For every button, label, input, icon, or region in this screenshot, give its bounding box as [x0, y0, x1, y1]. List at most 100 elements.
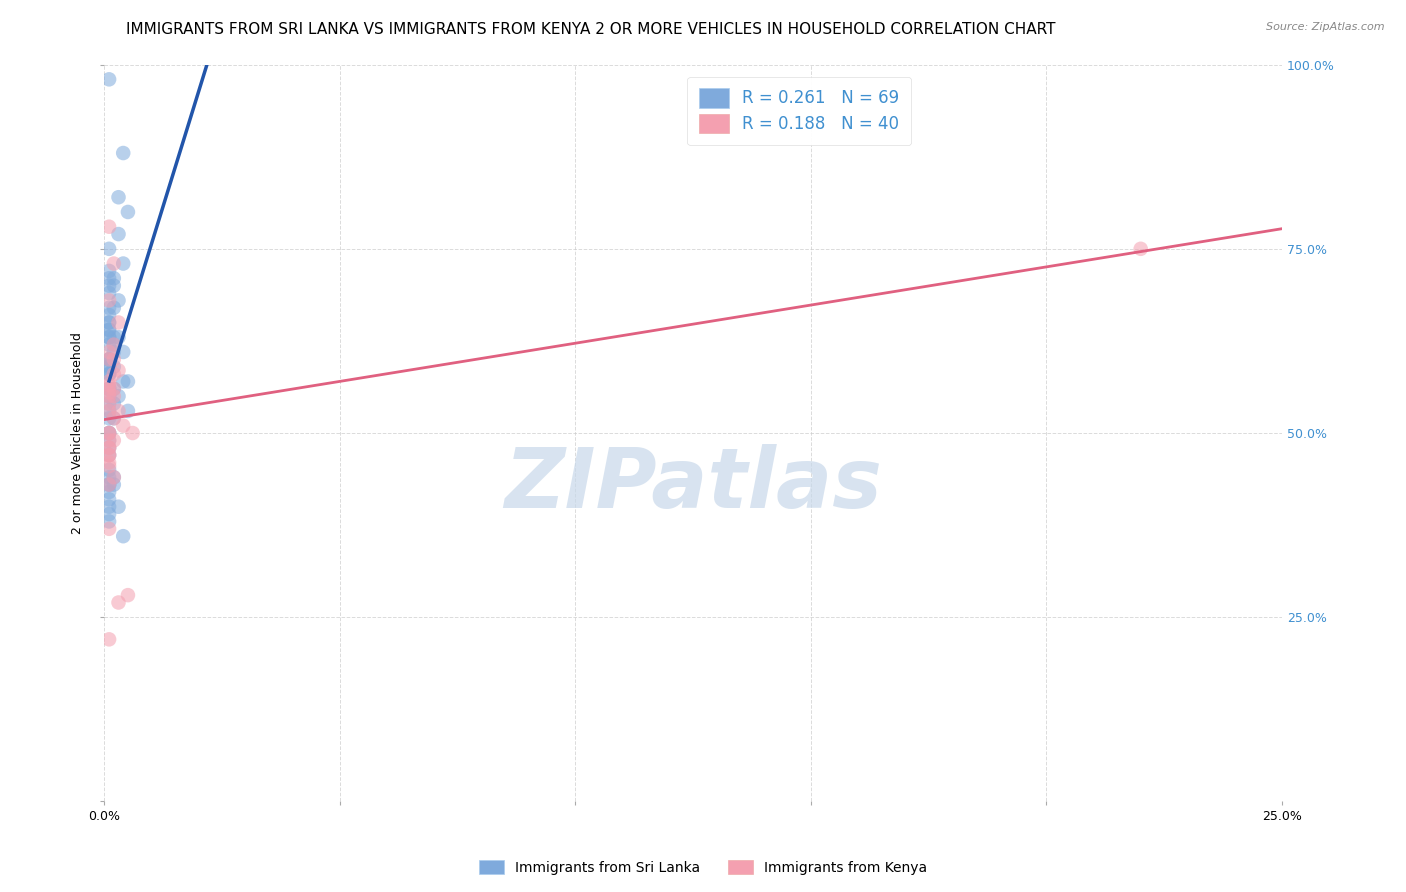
Point	[98, 396, 121, 410]
Point	[103, 337, 125, 351]
Point	[98, 425, 121, 440]
Point	[103, 434, 125, 448]
Point	[98, 330, 121, 344]
Point	[98, 301, 121, 315]
Point	[98, 477, 121, 491]
Point	[103, 382, 125, 396]
Point	[98, 448, 121, 462]
Text: Source: ZipAtlas.com: Source: ZipAtlas.com	[1267, 22, 1385, 32]
Point	[103, 345, 125, 359]
Point	[98, 271, 121, 285]
Point	[107, 190, 129, 204]
Point	[98, 382, 121, 396]
Point	[112, 529, 135, 543]
Point	[98, 367, 121, 381]
Point	[103, 470, 125, 484]
Point	[103, 470, 125, 484]
Point	[98, 389, 121, 403]
Point	[107, 330, 129, 344]
Point	[103, 477, 125, 491]
Point	[103, 359, 125, 374]
Point	[98, 382, 121, 396]
Point	[98, 522, 121, 536]
Y-axis label: 2 or more Vehicles in Household: 2 or more Vehicles in Household	[72, 332, 84, 534]
Point	[98, 434, 121, 448]
Point	[98, 492, 121, 507]
Text: IMMIGRANTS FROM SRI LANKA VS IMMIGRANTS FROM KENYA 2 OR MORE VEHICLES IN HOUSEHO: IMMIGRANTS FROM SRI LANKA VS IMMIGRANTS …	[125, 22, 1056, 37]
Point	[98, 345, 121, 359]
Point	[98, 367, 121, 381]
Point	[98, 477, 121, 491]
Point	[107, 595, 129, 609]
Point	[98, 359, 121, 374]
Point	[98, 378, 121, 392]
Point	[98, 385, 121, 400]
Point	[98, 485, 121, 500]
Point	[98, 389, 121, 403]
Point	[107, 363, 129, 377]
Point	[107, 404, 129, 418]
Point	[112, 146, 135, 161]
Point	[98, 459, 121, 474]
Point	[98, 411, 121, 425]
Point	[98, 308, 121, 322]
Point	[98, 242, 121, 256]
Point	[103, 337, 125, 351]
Point	[98, 352, 121, 367]
Point	[98, 72, 121, 87]
Point	[103, 382, 125, 396]
Point	[98, 455, 121, 469]
Point	[98, 219, 121, 234]
Point	[98, 434, 121, 448]
Point	[98, 330, 121, 344]
Point	[117, 205, 139, 219]
Point	[98, 359, 121, 374]
Point	[103, 411, 125, 425]
Point	[98, 404, 121, 418]
Point	[103, 330, 125, 344]
Point	[98, 477, 121, 491]
Point	[103, 411, 125, 425]
Point	[98, 404, 121, 418]
Point	[98, 352, 121, 367]
Point	[98, 264, 121, 278]
Point	[1129, 242, 1152, 256]
Point	[98, 507, 121, 521]
Point	[98, 375, 121, 389]
Point	[107, 293, 129, 308]
Point	[98, 500, 121, 514]
Point	[98, 367, 121, 381]
Point	[121, 425, 143, 440]
Point	[107, 500, 129, 514]
Point	[98, 316, 121, 330]
Point	[98, 382, 121, 396]
Text: ZIPatlas: ZIPatlas	[505, 444, 882, 525]
Point	[98, 441, 121, 455]
Point	[103, 256, 125, 270]
Point	[103, 301, 125, 315]
Point	[98, 470, 121, 484]
Point	[98, 425, 121, 440]
Point	[98, 293, 121, 308]
Point	[112, 375, 135, 389]
Point	[117, 588, 139, 602]
Legend: R = 0.261   N = 69, R = 0.188   N = 40: R = 0.261 N = 69, R = 0.188 N = 40	[688, 77, 911, 145]
Point	[98, 441, 121, 455]
Point	[98, 278, 121, 293]
Point	[98, 316, 121, 330]
Point	[98, 448, 121, 462]
Legend: Immigrants from Sri Lanka, Immigrants from Kenya: Immigrants from Sri Lanka, Immigrants fr…	[474, 855, 932, 880]
Point	[107, 389, 129, 403]
Point	[98, 441, 121, 455]
Point	[98, 337, 121, 351]
Point	[107, 227, 129, 241]
Point	[98, 396, 121, 410]
Point	[117, 404, 139, 418]
Point	[98, 323, 121, 337]
Point	[103, 389, 125, 403]
Point	[112, 256, 135, 270]
Point	[98, 425, 121, 440]
Point	[107, 316, 129, 330]
Point	[117, 375, 139, 389]
Point	[103, 278, 125, 293]
